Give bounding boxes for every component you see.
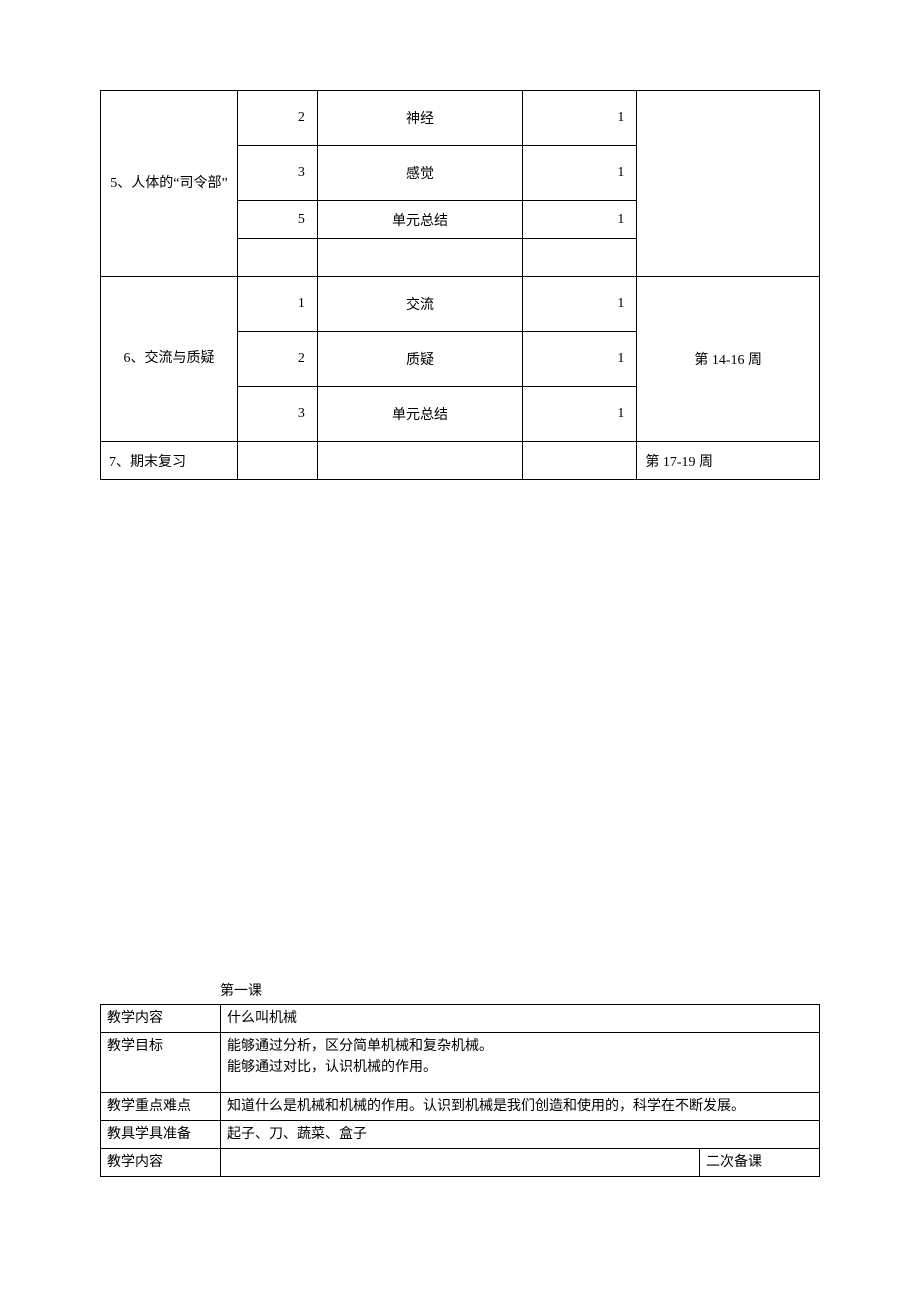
hours-cell: 1 bbox=[523, 146, 637, 201]
num-cell: 3 bbox=[237, 387, 317, 442]
lesson-title: 第一课 bbox=[220, 980, 820, 1000]
label-cell: 教具学具准备 bbox=[101, 1121, 221, 1149]
hours-cell: 1 bbox=[523, 387, 637, 442]
content-cell bbox=[221, 1149, 700, 1177]
unit-cell: 7、期末复习 bbox=[101, 442, 238, 480]
weeks-cell bbox=[637, 91, 820, 277]
content-cell: 能够通过分析，区分简单机械和复杂机械。 能够通过对比，认识机械的作用。 bbox=[221, 1033, 820, 1093]
hours-cell bbox=[523, 442, 637, 480]
table-row: 教学目标 能够通过分析，区分简单机械和复杂机械。 能够通过对比，认识机械的作用。 bbox=[101, 1033, 820, 1093]
topic-cell: 单元总结 bbox=[317, 201, 522, 239]
num-cell: 3 bbox=[237, 146, 317, 201]
table-row: 教学内容 什么叫机械 bbox=[101, 1005, 820, 1033]
weeks-cell: 第 14-16 周 bbox=[637, 277, 820, 442]
hours-cell: 1 bbox=[523, 91, 637, 146]
lesson-table: 教学内容 什么叫机械 教学目标 能够通过分析，区分简单机械和复杂机械。 能够通过… bbox=[100, 1004, 820, 1177]
num-cell bbox=[237, 239, 317, 277]
schedule-table: 5、人体的“司令部” 2 神经 1 3 感觉 1 5 单元总结 1 6、交流与质… bbox=[100, 90, 820, 480]
label-cell: 教学目标 bbox=[101, 1033, 221, 1093]
hours-cell bbox=[523, 239, 637, 277]
label-cell: 教学内容 bbox=[101, 1149, 221, 1177]
content-cell: 什么叫机械 bbox=[221, 1005, 820, 1033]
label-cell: 教学重点难点 bbox=[101, 1093, 221, 1121]
topic-cell bbox=[317, 442, 522, 480]
topic-cell bbox=[317, 239, 522, 277]
table-row: 7、期末复习 第 17-19 周 bbox=[101, 442, 820, 480]
content-cell: 知道什么是机械和机械的作用。认识到机械是我们创造和使用的，科学在不断发展。 bbox=[221, 1093, 820, 1121]
weeks-cell: 第 17-19 周 bbox=[637, 442, 820, 480]
unit-label: 5、人体的“司令部” bbox=[110, 176, 227, 191]
num-cell: 2 bbox=[237, 91, 317, 146]
label-cell: 教学内容 bbox=[101, 1005, 221, 1033]
topic-cell: 质疑 bbox=[317, 332, 522, 387]
topic-cell: 神经 bbox=[317, 91, 522, 146]
right-cell: 二次备课 bbox=[700, 1149, 820, 1177]
num-cell: 2 bbox=[237, 332, 317, 387]
num-cell: 5 bbox=[237, 201, 317, 239]
content-cell: 起子、刀、蔬菜、盒子 bbox=[221, 1121, 820, 1149]
unit-cell: 5、人体的“司令部” bbox=[101, 91, 238, 277]
unit-label: 6、交流与质疑 bbox=[123, 351, 214, 366]
num-cell: 1 bbox=[237, 277, 317, 332]
table-row: 教学重点难点 知道什么是机械和机械的作用。认识到机械是我们创造和使用的，科学在不… bbox=[101, 1093, 820, 1121]
hours-cell: 1 bbox=[523, 201, 637, 239]
hours-cell: 1 bbox=[523, 332, 637, 387]
table-row: 教具学具准备 起子、刀、蔬菜、盒子 bbox=[101, 1121, 820, 1149]
hours-cell: 1 bbox=[523, 277, 637, 332]
table-row: 教学内容 二次备课 bbox=[101, 1149, 820, 1177]
topic-cell: 单元总结 bbox=[317, 387, 522, 442]
unit-cell: 6、交流与质疑 bbox=[101, 277, 238, 442]
table-row: 5、人体的“司令部” 2 神经 1 bbox=[101, 91, 820, 146]
topic-cell: 交流 bbox=[317, 277, 522, 332]
num-cell bbox=[237, 442, 317, 480]
table-row: 6、交流与质疑 1 交流 1 第 14-16 周 bbox=[101, 277, 820, 332]
topic-cell: 感觉 bbox=[317, 146, 522, 201]
